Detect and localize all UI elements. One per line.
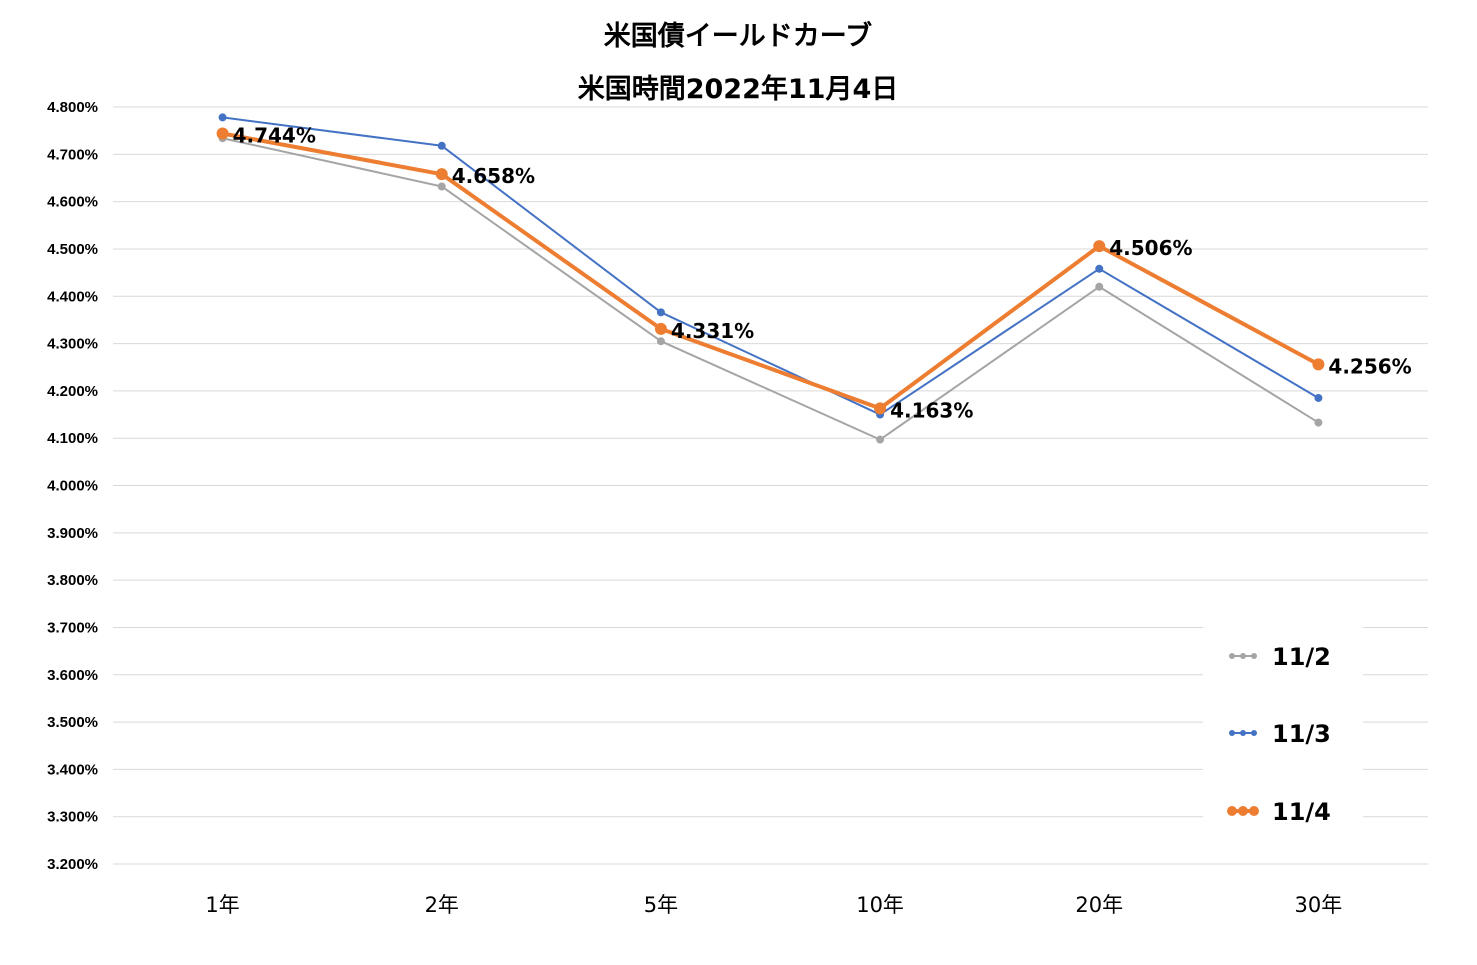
legend-label: 11/2: [1272, 643, 1331, 671]
data-point: [1314, 418, 1323, 427]
legend-label: 11/4: [1272, 798, 1331, 826]
data-label: 4.163%: [890, 398, 973, 422]
y-tick-label: 4.500%: [47, 241, 98, 258]
y-tick-label: 3.900%: [47, 525, 98, 542]
data-point: [218, 113, 227, 122]
legend-swatch-marker: [1229, 730, 1235, 736]
data-point: [1312, 358, 1325, 371]
legend: 11/2 11/3 11/4: [1203, 627, 1363, 851]
y-tick-label: 3.600%: [47, 667, 98, 684]
x-tick-label: 2年: [425, 893, 459, 917]
y-tick-label: 3.800%: [47, 572, 98, 589]
data-label: 4.658%: [452, 164, 535, 188]
data-label: 4.256%: [1328, 354, 1411, 378]
legend-swatch-marker: [1238, 806, 1248, 816]
data-point: [874, 402, 887, 415]
y-tick-label: 3.400%: [47, 761, 98, 778]
legend-label: 11/3: [1272, 720, 1331, 748]
y-tick-label: 4.200%: [47, 383, 98, 400]
data-point: [437, 141, 446, 150]
series-1: [218, 134, 1323, 444]
x-tick-label: 20年: [1075, 893, 1123, 917]
data-point: [216, 127, 229, 140]
y-tick-label: 4.700%: [47, 146, 98, 163]
data-point: [656, 308, 665, 317]
legend-swatch-marker: [1240, 653, 1246, 659]
y-tick-label: 4.000%: [47, 478, 98, 495]
data-labels: 4.744% 4.658% 4.331% 4.163% 4.506% 4.256%: [233, 123, 1412, 422]
series-line: [222, 137, 1319, 441]
y-tick-label: 4.300%: [47, 336, 98, 353]
legend-swatch-marker: [1227, 806, 1237, 816]
data-point: [437, 182, 446, 191]
data-point: [1095, 264, 1104, 273]
x-tick-label: 10年: [856, 893, 904, 917]
legend-swatch-marker: [1229, 653, 1235, 659]
data-label: 4.506%: [1109, 236, 1192, 260]
series-line: [222, 131, 1320, 411]
chart-subtitle: 米国時間2022年11月4日: [578, 73, 899, 105]
x-axis-tick-labels: 1年 2年 5年 10年 20年 30年: [205, 893, 1342, 917]
x-tick-label: 30年: [1295, 893, 1343, 917]
y-tick-label: 3.200%: [47, 856, 98, 873]
y-tick-label: 3.500%: [47, 714, 98, 731]
legend-item: 11/3: [1229, 720, 1331, 748]
y-tick-label: 3.300%: [47, 809, 98, 826]
y-tick-label: 4.100%: [47, 430, 98, 447]
gridlines: [113, 106, 1428, 865]
data-point: [656, 337, 665, 346]
data-point: [435, 168, 448, 181]
x-tick-label: 5年: [644, 893, 678, 917]
legend-item: 11/2: [1229, 643, 1331, 671]
data-label: 4.331%: [671, 319, 754, 343]
legend-swatch-marker: [1249, 806, 1259, 816]
y-tick-label: 4.600%: [47, 194, 98, 211]
data-point: [654, 322, 667, 335]
series-3: [216, 127, 1325, 415]
chart-title: 米国債イールドカーブ: [604, 20, 872, 52]
data-point: [1095, 282, 1104, 291]
legend-swatch-marker: [1251, 730, 1257, 736]
y-tick-label: 4.400%: [47, 288, 98, 305]
data-label: 4.744%: [233, 123, 316, 147]
data-point: [876, 435, 885, 444]
y-tick-label: 4.800%: [47, 99, 98, 116]
y-tick-label: 3.700%: [47, 619, 98, 636]
data-point: [1093, 240, 1106, 253]
y-axis-tick-labels: 3.200% 3.300% 3.400% 3.500% 3.600% 3.700% 3.80…: [47, 99, 98, 873]
legend-swatch-marker: [1251, 653, 1257, 659]
x-tick-label: 1年: [205, 893, 239, 917]
series-line: [222, 116, 1319, 416]
series-lines: [216, 113, 1325, 444]
series-2: [218, 113, 1323, 419]
legend-swatch-marker: [1240, 730, 1246, 736]
legend-item: 11/4: [1227, 798, 1331, 826]
data-point: [1314, 393, 1323, 402]
